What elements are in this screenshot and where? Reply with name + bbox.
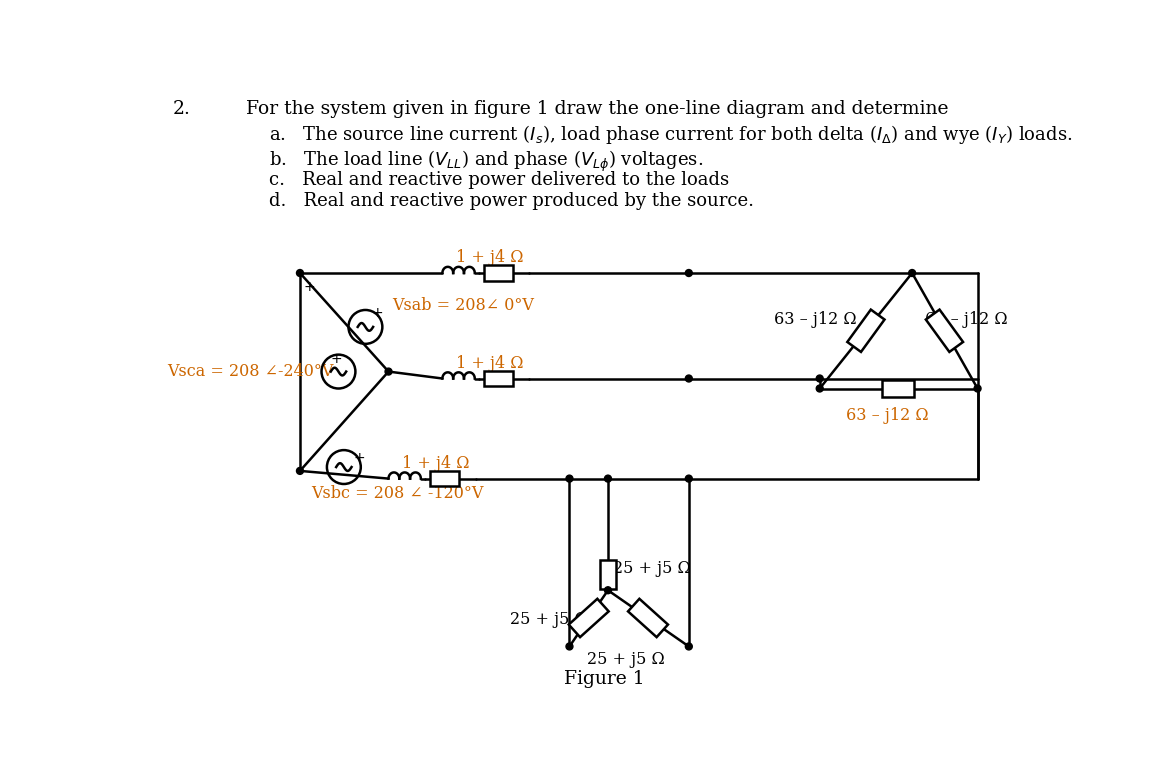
Text: d.   Real and reactive power produced by the source.: d. Real and reactive power produced by t… [269, 192, 754, 210]
Circle shape [385, 368, 392, 375]
Text: +: + [354, 451, 365, 465]
Text: b.   The load line ($\mathit{V_{LL}}$) and phase ($\mathit{V_{L\phi}}$) voltages: b. The load line ($\mathit{V_{LL}}$) and… [269, 149, 704, 174]
Circle shape [296, 467, 303, 474]
Text: Figure 1: Figure 1 [564, 670, 644, 688]
Bar [882, 380, 914, 397]
Circle shape [566, 643, 573, 650]
Circle shape [604, 587, 611, 594]
Circle shape [908, 270, 915, 276]
Circle shape [685, 475, 692, 482]
Text: Vsab = 208∠ 0°V: Vsab = 208∠ 0°V [392, 297, 535, 314]
Text: 63 – j12 Ω: 63 – j12 Ω [925, 310, 1008, 328]
Text: +: + [304, 280, 315, 294]
Text: 63 – j12 Ω: 63 – j12 Ω [846, 407, 928, 424]
Bar [600, 560, 616, 590]
Bar [484, 265, 513, 281]
Circle shape [817, 375, 824, 382]
Text: 25 + j5 Ω: 25 + j5 Ω [586, 651, 665, 668]
Text: Vsca = 208 ∠-240°V: Vsca = 208 ∠-240°V [167, 363, 334, 380]
Bar [484, 370, 513, 386]
Circle shape [685, 643, 692, 650]
Circle shape [974, 385, 981, 392]
Text: 2.: 2. [173, 100, 190, 118]
Text: 25 + j5 Ω: 25 + j5 Ω [612, 560, 691, 577]
Text: 1 + j4 Ω: 1 + j4 Ω [456, 249, 523, 266]
Text: 63 – j12 Ω: 63 – j12 Ω [773, 310, 857, 328]
Text: +: + [330, 353, 342, 367]
Text: +: + [372, 306, 383, 320]
Circle shape [685, 375, 692, 382]
Bar [926, 310, 964, 352]
Text: 1 + j4 Ω: 1 + j4 Ω [456, 355, 523, 371]
Text: Vsbc = 208 ∠ -120°V: Vsbc = 208 ∠ -120°V [311, 485, 484, 502]
Circle shape [566, 475, 573, 482]
Circle shape [685, 270, 692, 276]
Circle shape [817, 385, 824, 392]
Bar [627, 599, 667, 637]
Bar [430, 471, 459, 486]
Text: For the system given in figure 1 draw the one-line diagram and determine: For the system given in figure 1 draw th… [246, 100, 948, 118]
Bar [569, 599, 609, 637]
Text: c.   Real and reactive power delivered to the loads: c. Real and reactive power delivered to … [269, 171, 730, 189]
Circle shape [604, 475, 611, 482]
Text: a.   The source line current ($\mathit{I_s}$), load phase current for both delta: a. The source line current ($\mathit{I_s… [269, 123, 1073, 146]
Text: 25 + j5 Ω: 25 + j5 Ω [510, 611, 588, 628]
Text: 1 + j4 Ω: 1 + j4 Ω [402, 455, 469, 472]
Circle shape [296, 270, 303, 276]
Bar [847, 310, 885, 352]
